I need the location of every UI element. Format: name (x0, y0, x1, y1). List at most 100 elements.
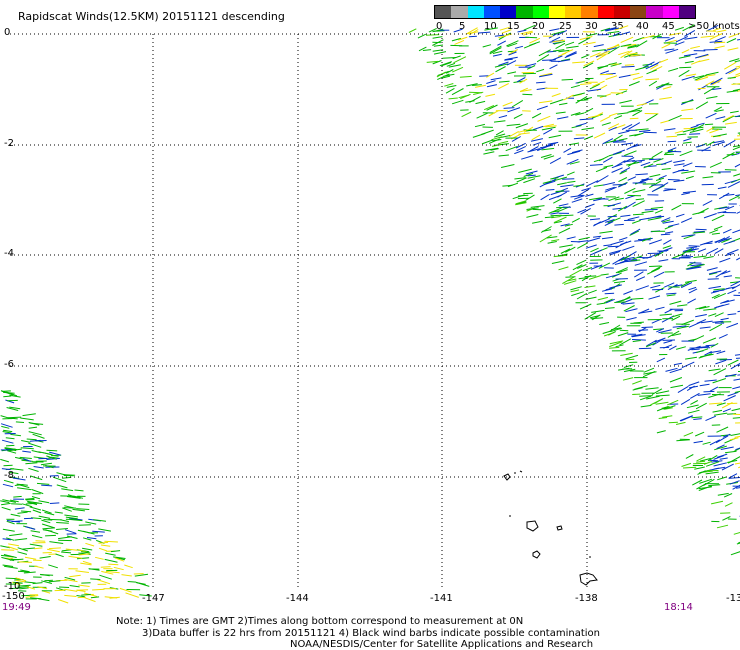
wind-barb (622, 377, 634, 381)
wind-barb (649, 158, 661, 161)
wind-barb (608, 126, 617, 132)
wind-barb (100, 544, 111, 547)
wind-barb (14, 538, 28, 541)
wind-barb (696, 318, 707, 324)
wind-barb (714, 45, 725, 49)
scale-label: 40 (636, 21, 649, 32)
wind-barb (76, 589, 86, 592)
wind-barb (551, 93, 561, 97)
wind-barb (437, 73, 450, 81)
wind-barb (13, 581, 23, 584)
wind-barb (42, 527, 55, 530)
wind-barb (632, 387, 643, 391)
wind-barb (550, 177, 559, 180)
wind-barb (736, 90, 740, 92)
wind-barb (705, 80, 715, 86)
wind-barb (631, 334, 646, 338)
wind-barb (721, 238, 730, 243)
wind-barb (682, 24, 695, 32)
wind-barb (481, 139, 494, 145)
wind-barb (65, 548, 78, 551)
wind-barb (634, 239, 644, 242)
wind-barb (735, 194, 740, 197)
wind-barb (558, 203, 569, 207)
wind-barb (666, 135, 678, 138)
wind-barb (709, 323, 723, 332)
wind-barb (61, 551, 72, 554)
wind-barb (486, 72, 495, 78)
wind-barb (714, 445, 727, 451)
wind-barb (690, 125, 699, 129)
wind-barb (110, 550, 121, 553)
wind-barb (651, 388, 663, 396)
wind-barb (620, 298, 633, 305)
wind-barb (690, 263, 704, 267)
wind-barb (679, 256, 694, 259)
wind-barb (614, 223, 624, 226)
wind-barb (688, 288, 698, 294)
wind-barb (428, 27, 437, 33)
wind-barb (726, 322, 739, 329)
wind-barb (48, 518, 62, 521)
wind-barb (696, 348, 709, 354)
wind-barb (706, 267, 718, 271)
wind-barb (64, 578, 78, 583)
wind-barb (625, 358, 635, 361)
wind-barb (558, 266, 569, 271)
wind-barb (737, 364, 740, 367)
wind-barb (49, 502, 60, 504)
wind-barb (625, 195, 636, 200)
wind-barb (577, 208, 587, 214)
wind-barb (684, 60, 694, 64)
wind-barb (625, 354, 639, 360)
wind-barb (576, 292, 588, 300)
wind-barb (82, 560, 92, 565)
wind-barb (671, 204, 682, 211)
wind-barb (722, 408, 732, 413)
wind-barb (553, 220, 562, 224)
wind-barb (605, 75, 618, 80)
wind-barb (629, 72, 640, 76)
wind-barb (653, 271, 665, 278)
wind-barb (732, 146, 740, 151)
island-outline (532, 550, 541, 559)
wind-barb (692, 479, 703, 486)
wind-barb (668, 223, 680, 227)
wind-barb (119, 587, 132, 593)
wind-barb (86, 537, 97, 540)
wind-barb (532, 220, 543, 224)
wind-barb (546, 236, 558, 239)
wind-barb (685, 175, 694, 180)
wind-barb (641, 178, 653, 181)
wind-barb (88, 568, 100, 571)
wind-barb (507, 182, 519, 188)
wind-barb (47, 456, 59, 459)
wind-barb (658, 259, 669, 262)
wind-barb (541, 147, 555, 151)
wind-barb (70, 519, 83, 522)
wind-barb (499, 26, 510, 31)
wind-barb (663, 239, 672, 245)
wind-barb (571, 149, 583, 154)
wind-barb (699, 478, 713, 484)
wind-barb (693, 440, 703, 444)
wind-barb (731, 83, 740, 85)
wind-barb (724, 373, 737, 378)
wind-barb (90, 596, 100, 599)
wind-barb (515, 123, 529, 129)
wind-barb (30, 501, 43, 505)
wind-barb (41, 580, 53, 584)
wind-barb (2, 538, 11, 541)
wind-barb (604, 221, 614, 227)
wind-barb (491, 144, 502, 147)
wind-barb (2, 528, 15, 532)
wind-barb (650, 61, 661, 68)
wind-barb (672, 253, 685, 259)
wind-barb (622, 302, 635, 305)
wind-barb (726, 90, 739, 93)
wind-barb (709, 33, 723, 40)
wind-barb (589, 83, 600, 90)
wind-barb (729, 58, 740, 63)
wind-barb (566, 158, 579, 165)
wind-barb (607, 31, 620, 34)
